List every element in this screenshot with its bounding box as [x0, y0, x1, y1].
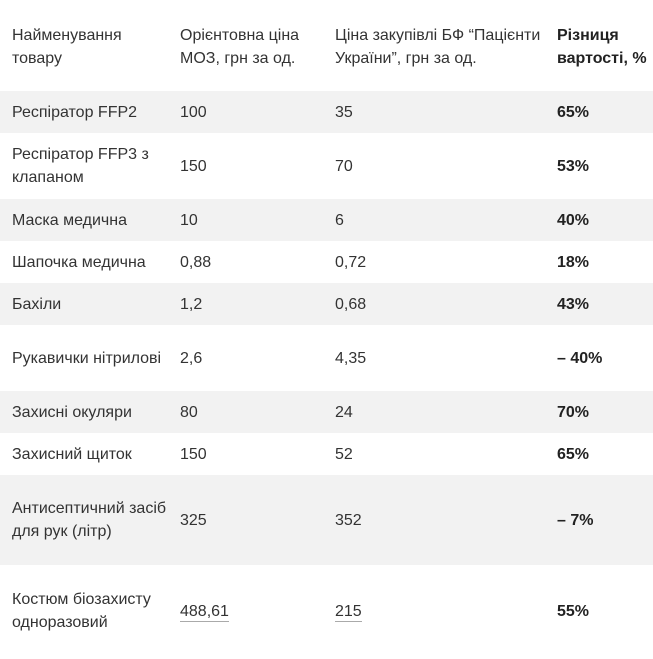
- bf-price-link[interactable]: 215: [335, 602, 362, 622]
- cell-name: Бахіли: [0, 283, 168, 325]
- cell-name: Захисні окуляри: [0, 391, 168, 433]
- cell-difference: 55%: [545, 565, 653, 657]
- cell-difference: 65%: [545, 433, 653, 475]
- cell-moz-price: 488,61: [168, 565, 323, 657]
- cell-moz-price: 150: [168, 133, 323, 199]
- cell-name: Костюм біозахисту одноразовий: [0, 565, 168, 657]
- table-row: Захисний щиток 150 52 65%: [0, 433, 653, 475]
- cell-name: Маска медична: [0, 199, 168, 241]
- cell-difference: 53%: [545, 133, 653, 199]
- cell-bf-price: 0,68: [323, 283, 545, 325]
- cell-bf-price: 352: [323, 475, 545, 565]
- header-difference: Різниця вартості, %: [557, 26, 647, 67]
- header-bf-price: Ціна закупівлі БФ “Пацієнти України”, гр…: [335, 26, 541, 67]
- cell-name: Рукавички нітрилові: [0, 325, 168, 391]
- table-row: Антисептичний засіб для рук (літр) 325 3…: [0, 475, 653, 565]
- cell-difference: – 7%: [545, 475, 653, 565]
- cell-bf-price: 0,72: [323, 241, 545, 283]
- cell-difference: 70%: [545, 391, 653, 433]
- cell-name: Шапочка медична: [0, 241, 168, 283]
- cell-difference: 18%: [545, 241, 653, 283]
- header-name: Найменування товару: [12, 26, 122, 67]
- header-moz-price: Орієнтовна ціна МОЗ, грн за од.: [180, 26, 300, 67]
- cell-name: Захисний щиток: [0, 433, 168, 475]
- cell-bf-price: 35: [323, 91, 545, 133]
- table-row: Костюм біозахисту одноразовий 488,61 215…: [0, 565, 653, 657]
- table-row: Маска медична 10 6 40%: [0, 199, 653, 241]
- table-row: Респіратор FFP3 з клапаном 150 70 53%: [0, 133, 653, 199]
- table-row: Захисні окуляри 80 24 70%: [0, 391, 653, 433]
- table-row: Респіратор FFP2 100 35 65%: [0, 91, 653, 133]
- cell-bf-price: 215: [323, 565, 545, 657]
- cell-bf-price: 4,35: [323, 325, 545, 391]
- table-row: Шапочка медична 0,88 0,72 18%: [0, 241, 653, 283]
- cell-difference: 65%: [545, 91, 653, 133]
- cell-moz-price: 100: [168, 91, 323, 133]
- cell-bf-price: 24: [323, 391, 545, 433]
- cell-moz-price: 2,6: [168, 325, 323, 391]
- cell-moz-price: 10: [168, 199, 323, 241]
- cell-name: Респіратор FFP3 з клапаном: [0, 133, 168, 199]
- cell-difference: – 40%: [545, 325, 653, 391]
- cell-moz-price: 0,88: [168, 241, 323, 283]
- table-row: Бахіли 1,2 0,68 43%: [0, 283, 653, 325]
- table-row: Рукавички нітрилові 2,6 4,35 – 40%: [0, 325, 653, 391]
- cell-bf-price: 6: [323, 199, 545, 241]
- cell-name: Респіратор FFP2: [0, 91, 168, 133]
- cell-difference: 40%: [545, 199, 653, 241]
- cell-bf-price: 70: [323, 133, 545, 199]
- cell-moz-price: 150: [168, 433, 323, 475]
- cell-bf-price: 52: [323, 433, 545, 475]
- cell-moz-price: 325: [168, 475, 323, 565]
- cell-name: Антисептичний засіб для рук (літр): [0, 475, 168, 565]
- cell-moz-price: 1,2: [168, 283, 323, 325]
- table-header-row: Найменування товару Орієнтовна ціна МОЗ,…: [0, 0, 653, 91]
- cell-difference: 43%: [545, 283, 653, 325]
- moz-price-link[interactable]: 488,61: [180, 602, 229, 622]
- cell-moz-price: 80: [168, 391, 323, 433]
